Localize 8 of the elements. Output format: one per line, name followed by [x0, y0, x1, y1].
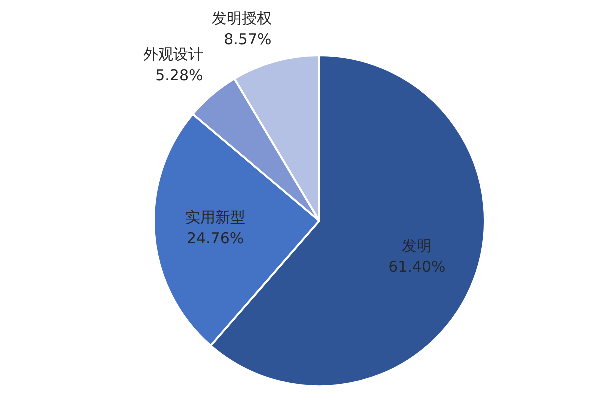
data-label: 24.76%: [186, 229, 244, 248]
slice-label: 外观设计: [143, 46, 204, 64]
data-label: 5.28%: [156, 66, 204, 85]
slice-label: 发明: [402, 236, 432, 255]
slice-label: 发明授权: [212, 9, 272, 28]
data-label: 8.57%: [224, 30, 272, 48]
slice-label: 实用新型: [186, 208, 246, 226]
data-label: 61.40%: [388, 258, 446, 276]
